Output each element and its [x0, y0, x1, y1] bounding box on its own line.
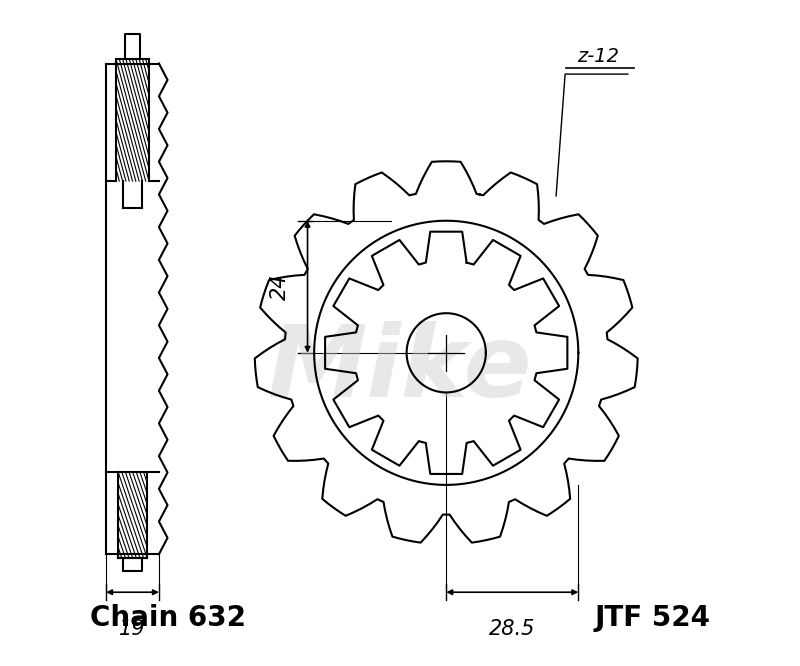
Text: Mike: Mike: [268, 321, 532, 418]
Text: Chain 632: Chain 632: [90, 603, 246, 631]
Text: JTF 524: JTF 524: [594, 603, 710, 631]
Text: 24: 24: [270, 274, 290, 300]
Text: 28.5: 28.5: [489, 619, 535, 639]
Text: z-12: z-12: [577, 47, 619, 66]
Text: 19: 19: [119, 619, 146, 639]
